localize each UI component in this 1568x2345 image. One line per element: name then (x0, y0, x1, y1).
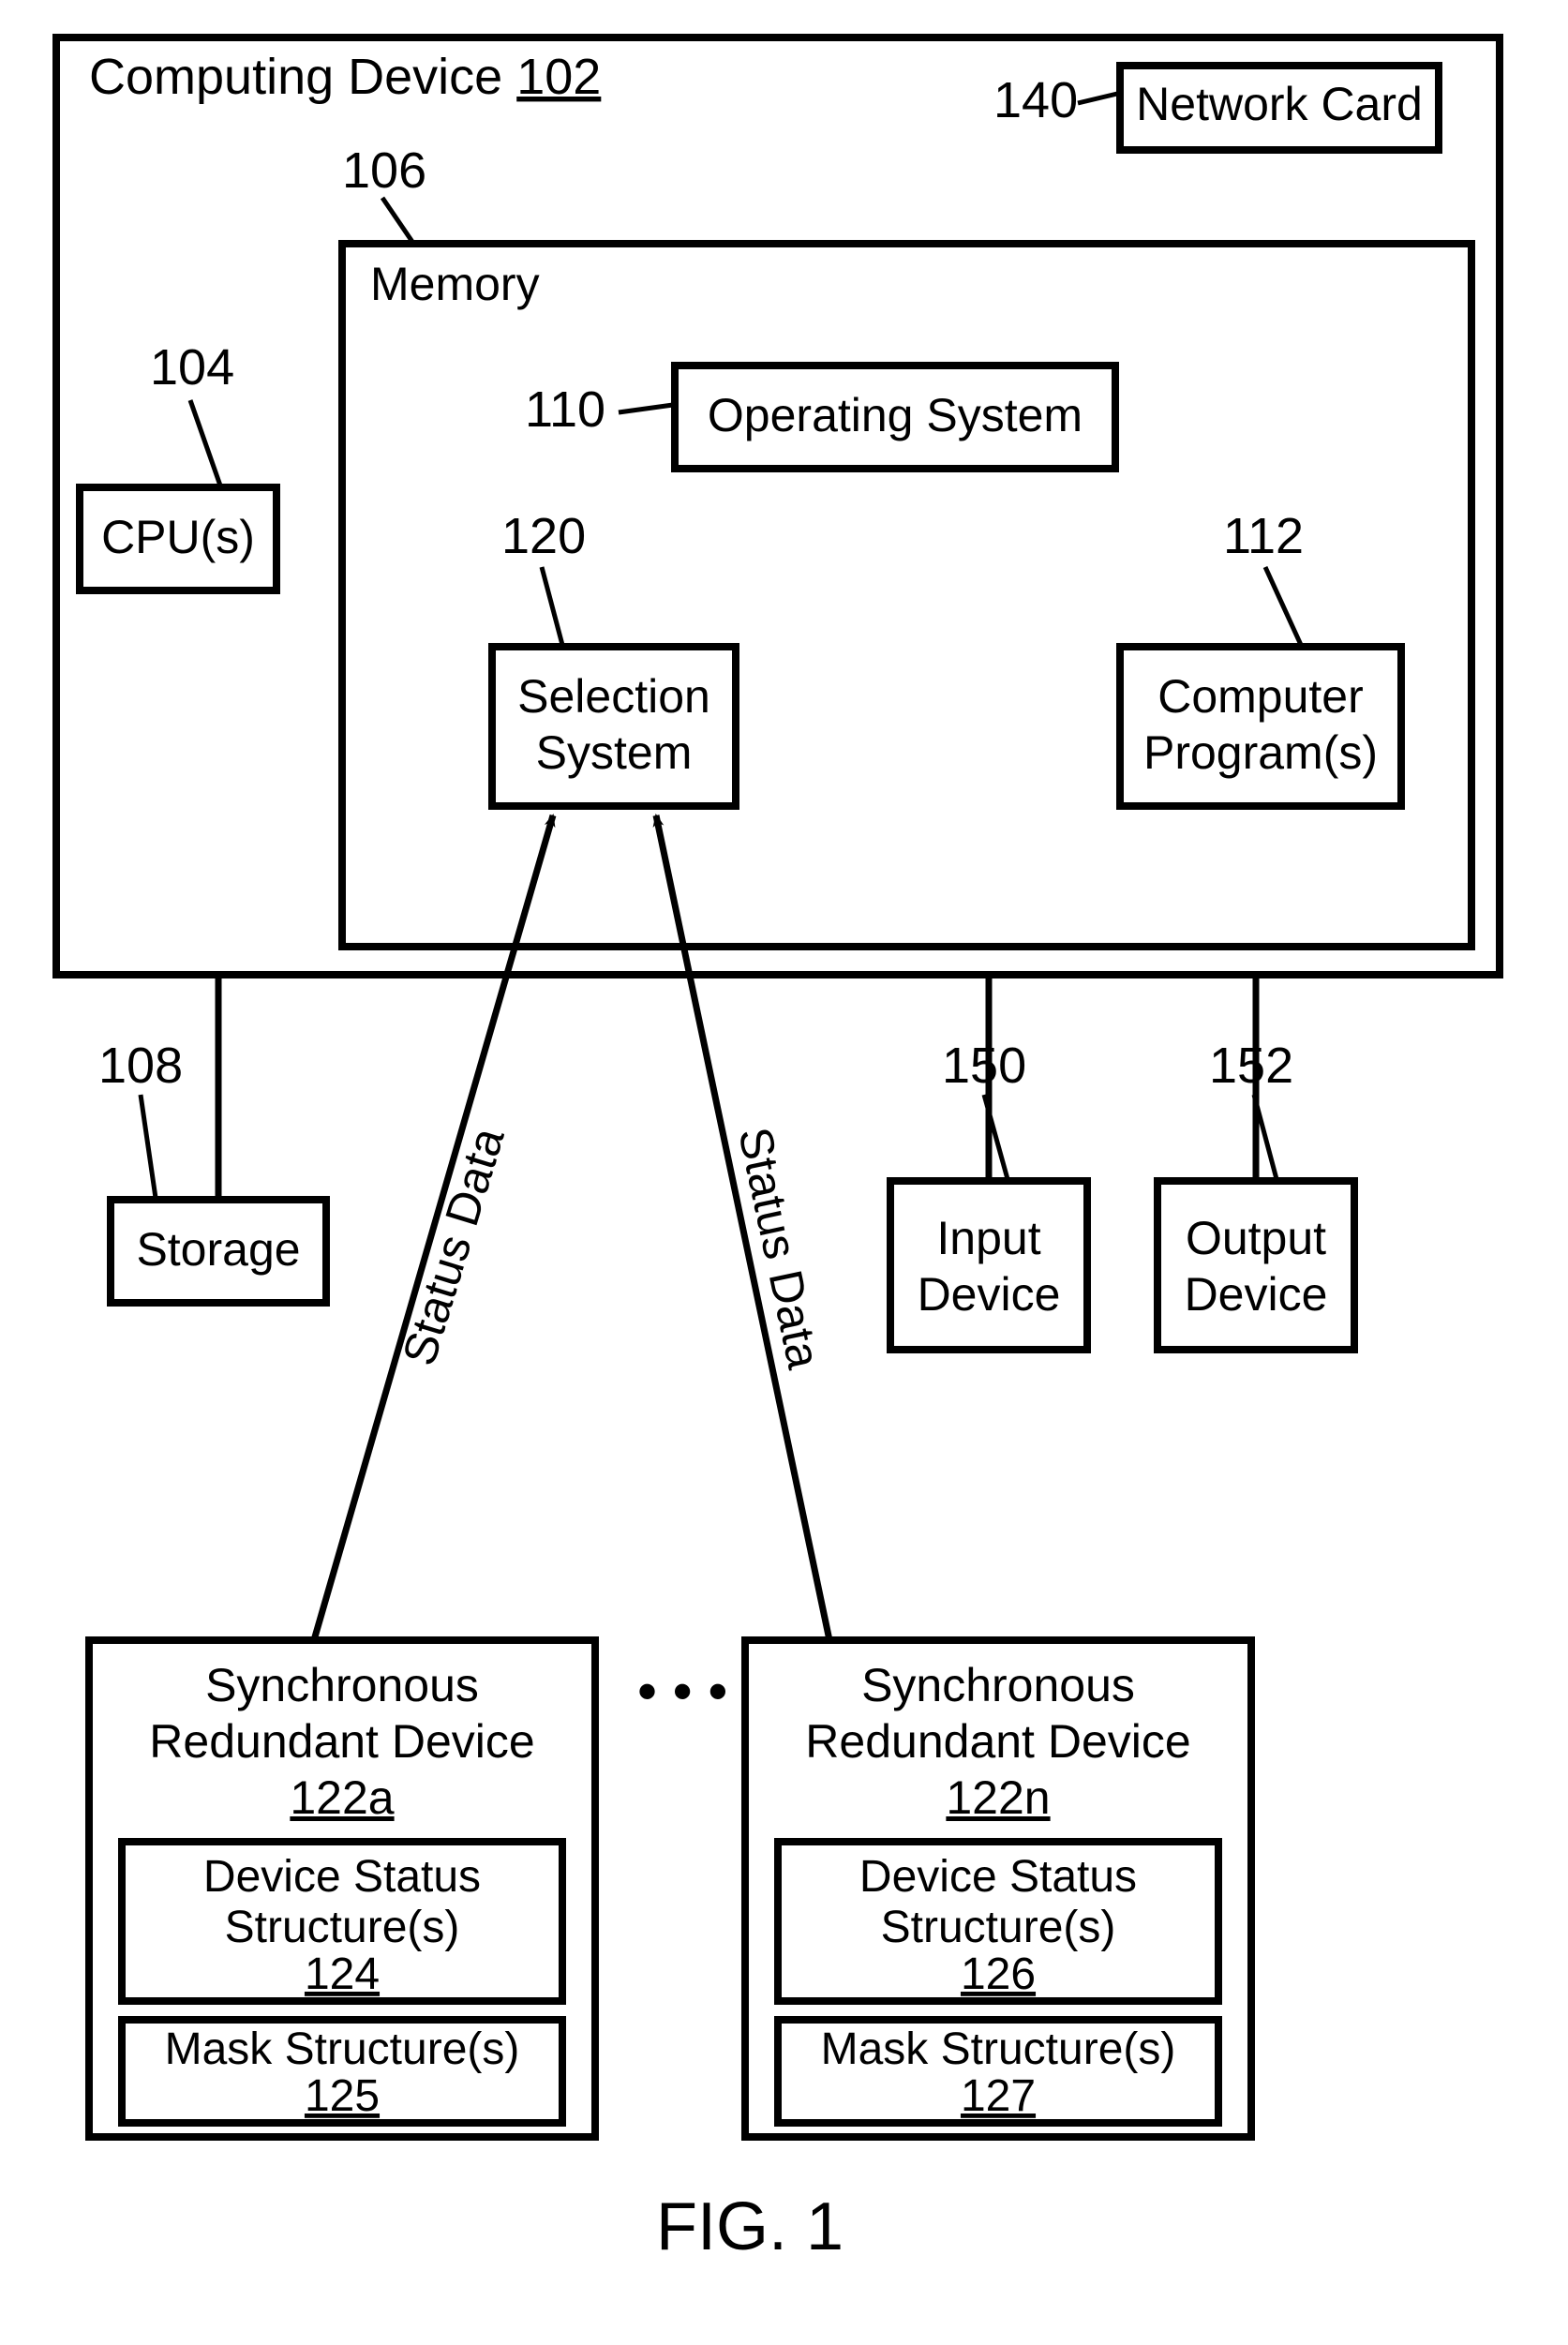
device-n-mask-ref: 127 (961, 2071, 1036, 2121)
device-n-dss-label2: Structure(s) (881, 1903, 1116, 1952)
computer-programs-label1: Computer (1157, 670, 1364, 723)
output-device-ref: 152 (1209, 1038, 1293, 1094)
device-n-mask-label: Mask Structure(s) (821, 2024, 1176, 2074)
device-n-ref: 122n (946, 1771, 1050, 1824)
input-device-box (890, 1181, 1087, 1350)
figure-caption: FIG. 1 (656, 2189, 844, 2264)
device-n-title1: Synchronous (861, 1659, 1135, 1711)
input-device-ref: 150 (942, 1038, 1026, 1094)
selection-system-ref: 120 (501, 508, 586, 564)
status-arrow-left-label: Status Data (393, 1122, 515, 1371)
device-a-dss-ref: 124 (305, 1949, 380, 1999)
ellipsis: • • • (637, 1660, 727, 1723)
output-device-label1: Output (1186, 1212, 1326, 1264)
input-device-label2: Device (918, 1268, 1061, 1321)
computing-device-title: Computing Device 102 (89, 49, 601, 105)
device-n-dss-ref: 126 (961, 1949, 1036, 1999)
network-card-label: Network Card (1136, 78, 1423, 130)
device-a-title2: Redundant Device (149, 1715, 534, 1768)
network-card-ref: 140 (993, 72, 1078, 128)
memory-ref: 106 (342, 142, 426, 199)
output-device-box (1157, 1181, 1354, 1350)
selection-system-label2: System (536, 726, 693, 779)
diagram-canvas: Computing Device 102 Network Card 140 Me… (0, 0, 1568, 2345)
computing-device-ref: 102 (516, 49, 601, 105)
cpu-label: CPU(s) (101, 511, 255, 563)
device-n-title2: Redundant Device (805, 1715, 1190, 1768)
memory-label: Memory (370, 258, 540, 310)
operating-system-label: Operating System (708, 389, 1083, 441)
computer-programs-label2: Program(s) (1143, 726, 1378, 779)
status-arrow-right-label: Status Data (728, 1123, 830, 1373)
storage-leader (141, 1095, 156, 1198)
output-device-label2: Device (1185, 1268, 1328, 1321)
device-n-dss-label1: Device Status (859, 1852, 1137, 1902)
device-a-dss-label1: Device Status (203, 1852, 481, 1902)
device-a-dss-label2: Structure(s) (225, 1903, 460, 1952)
input-device-label1: Input (936, 1212, 1040, 1264)
device-a-mask-ref: 125 (305, 2071, 380, 2121)
device-a-title1: Synchronous (205, 1659, 479, 1711)
device-a-mask-label: Mask Structure(s) (165, 2024, 520, 2074)
selection-system-label1: Selection (517, 670, 710, 723)
storage-label: Storage (136, 1223, 300, 1276)
storage-ref: 108 (98, 1038, 183, 1094)
computer-programs-ref: 112 (1223, 508, 1304, 564)
memory-box (342, 244, 1471, 947)
cpu-ref: 104 (150, 339, 234, 396)
operating-system-ref: 110 (525, 381, 605, 438)
device-a-ref: 122a (290, 1771, 394, 1824)
